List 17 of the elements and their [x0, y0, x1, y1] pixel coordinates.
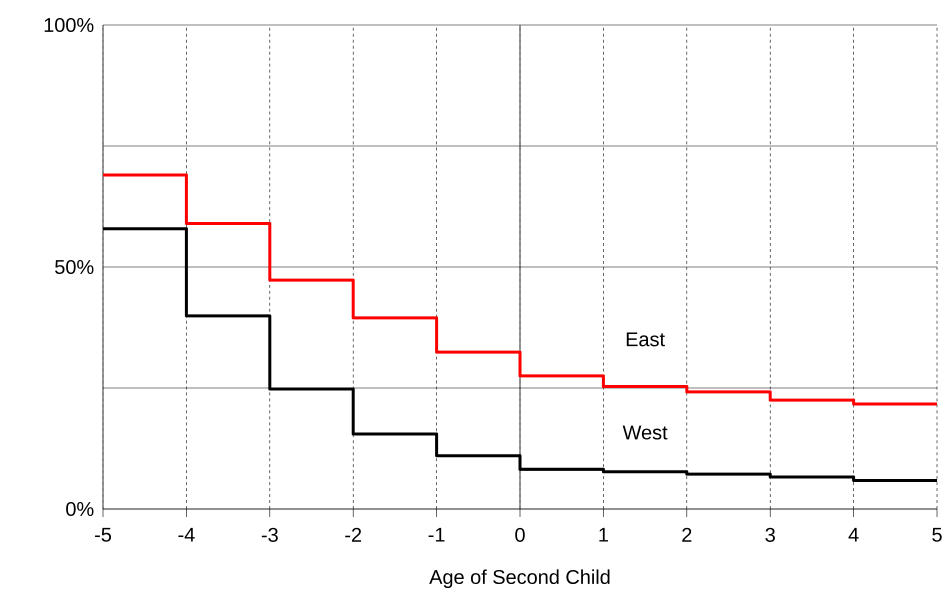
- x-tick-label: -3: [262, 528, 278, 542]
- x-axis-title: Age of Second Child: [429, 569, 610, 588]
- y-tick-label: 100%: [44, 18, 94, 32]
- x-tick-label: -4: [178, 528, 195, 542]
- series-label: East: [626, 332, 665, 346]
- x-tick-label: 2: [682, 528, 692, 542]
- y-tick-label: 0%: [66, 502, 94, 516]
- x-tick-label: 5: [932, 528, 942, 542]
- x-tick-label: -5: [95, 528, 112, 542]
- y-tick-label: 50%: [55, 260, 94, 274]
- x-tick-label: 1: [599, 528, 608, 542]
- x-tick-label: 0: [515, 528, 525, 542]
- x-tick-label: -1: [428, 528, 444, 542]
- x-tick-label: 4: [848, 528, 859, 542]
- x-tick-label: 3: [765, 528, 775, 542]
- series-label: West: [622, 426, 668, 440]
- x-tick-label: -2: [345, 528, 362, 542]
